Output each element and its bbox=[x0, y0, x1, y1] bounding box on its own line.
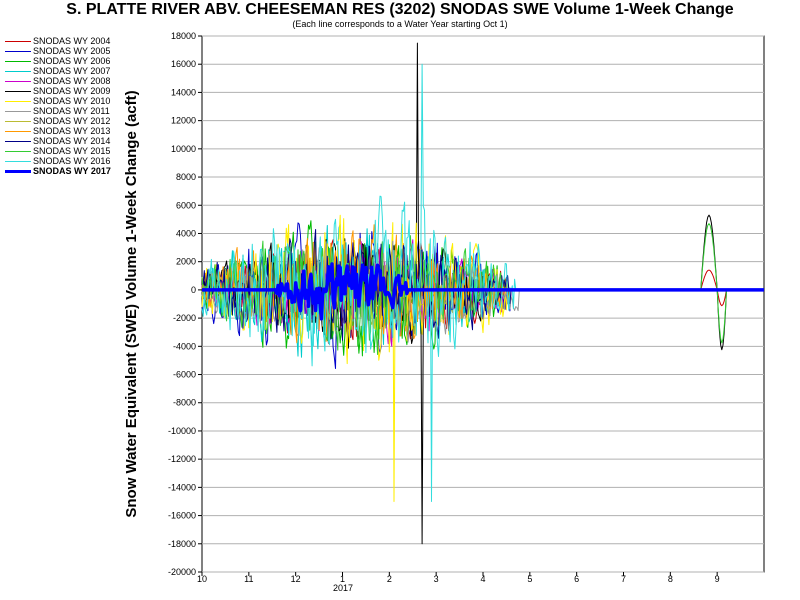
legend-item: SNODAS WY 2017 bbox=[5, 166, 111, 176]
y-tick-label: 18000 bbox=[171, 31, 196, 41]
x-tick-label: 7 bbox=[621, 574, 626, 584]
legend-swatch bbox=[5, 160, 31, 162]
x-tick-label: 11 bbox=[244, 574, 253, 584]
legend-label: SNODAS WY 2009 bbox=[33, 86, 111, 96]
legend-item: SNODAS WY 2006 bbox=[5, 56, 110, 66]
y-tick-label: 16000 bbox=[171, 59, 196, 69]
y-tick-label: -12000 bbox=[168, 454, 196, 464]
legend-swatch bbox=[5, 169, 31, 173]
legend-label: SNODAS WY 2013 bbox=[33, 126, 111, 136]
chart-title: S. PLATTE RIVER ABV. CHEESEMAN RES (3202… bbox=[66, 1, 734, 18]
axes: 18000 16000 14000 12000 10000 8000 6000 4000 200… bbox=[168, 31, 720, 584]
x-tick-label: 6 bbox=[574, 574, 579, 584]
legend-swatch bbox=[5, 40, 31, 42]
x-tick-label: 9 bbox=[715, 574, 720, 584]
legend-label: SNODAS WY 2006 bbox=[33, 56, 111, 66]
x-tick-label: 10 bbox=[197, 574, 207, 584]
legend-item: SNODAS WY 2007 bbox=[5, 66, 110, 76]
y-tick-label: -16000 bbox=[168, 511, 196, 521]
legend-swatch bbox=[5, 110, 31, 112]
series-lines bbox=[201, 42, 765, 545]
legend-item: SNODAS WY 2016 bbox=[5, 156, 110, 166]
y-tick-label: 10000 bbox=[171, 144, 196, 154]
x-tick-label: 4 bbox=[480, 574, 485, 584]
legend-swatch bbox=[5, 60, 31, 62]
y-tick-label: 14000 bbox=[171, 87, 196, 97]
y-tick-label: 0 bbox=[191, 285, 196, 295]
y-tick-label: -8000 bbox=[173, 398, 196, 408]
series-line bbox=[201, 262, 765, 321]
legend-label: SNODAS WY 2011 bbox=[33, 106, 110, 116]
legend-swatch bbox=[5, 50, 31, 52]
legend-item: SNODAS WY 2008 bbox=[5, 76, 110, 86]
legend-label: SNODAS WY 2005 bbox=[33, 46, 111, 56]
legend-item: SNODAS WY 2009 bbox=[5, 86, 110, 96]
x-tick-label: 1 bbox=[340, 574, 345, 584]
legend-label: SNODAS WY 2016 bbox=[33, 156, 111, 166]
y-tick-label: -20000 bbox=[168, 567, 196, 577]
legend-item: SNODAS WY 2010 bbox=[5, 96, 110, 106]
chart-subtitle: (Each line corresponds to a Water Year s… bbox=[292, 19, 508, 29]
y-tick-label: -10000 bbox=[168, 426, 196, 436]
y-tick-label: 8000 bbox=[176, 172, 196, 182]
legend-label: SNODAS WY 2012 bbox=[33, 116, 111, 126]
legend-item: SNODAS WY 2012 bbox=[5, 116, 110, 126]
x-tick-label: 3 bbox=[434, 574, 439, 584]
legend-swatch bbox=[5, 120, 31, 122]
y-tick-label: -14000 bbox=[168, 482, 196, 492]
legend-swatch bbox=[5, 80, 31, 82]
legend-swatch bbox=[5, 90, 31, 92]
legend-item: SNODAS WY 2015 bbox=[5, 146, 110, 156]
y-tick-label: -2000 bbox=[173, 313, 196, 323]
legend-swatch bbox=[5, 100, 31, 102]
y-axis-label: Snow Water Equivalent (SWE) Volume 1-Wee… bbox=[123, 90, 140, 517]
legend-label: SNODAS WY 2015 bbox=[33, 146, 111, 156]
legend-label: SNODAS WY 2017 bbox=[33, 166, 111, 176]
legend-swatch bbox=[5, 150, 31, 152]
legend-swatch bbox=[5, 70, 31, 72]
y-tick-label: 4000 bbox=[176, 228, 196, 238]
y-tick-label: -6000 bbox=[173, 370, 196, 380]
y-tick-label: -4000 bbox=[173, 341, 196, 351]
grid-lines bbox=[202, 35, 764, 573]
legend-label: SNODAS WY 2010 bbox=[33, 96, 111, 106]
legend-swatch bbox=[5, 130, 31, 132]
legend-label: SNODAS WY 2007 bbox=[33, 66, 111, 76]
legend-label: SNODAS WY 2004 bbox=[33, 36, 111, 46]
y-tick-label: 2000 bbox=[176, 257, 196, 267]
legend-item: SNODAS WY 2011 bbox=[5, 106, 110, 116]
legend-item: SNODAS WY 2005 bbox=[5, 46, 110, 56]
x-tick-label: 5 bbox=[527, 574, 532, 584]
legend-item: SNODAS WY 2013 bbox=[5, 126, 110, 136]
y-tick-label: 6000 bbox=[176, 200, 196, 210]
y-tick-label: 12000 bbox=[171, 116, 196, 126]
legend-item: SNODAS WY 2004 bbox=[5, 36, 110, 46]
x-year-label: 2017 bbox=[333, 583, 353, 593]
x-tick-label: 12 bbox=[291, 574, 301, 584]
x-tick-label: 2 bbox=[387, 574, 392, 584]
legend-label: SNODAS WY 2008 bbox=[33, 76, 111, 86]
legend-item: SNODAS WY 2014 bbox=[5, 136, 110, 146]
legend-label: SNODAS WY 2014 bbox=[33, 136, 111, 146]
y-tick-label: -18000 bbox=[168, 539, 196, 549]
legend-swatch bbox=[5, 140, 31, 142]
x-tick-label: 8 bbox=[668, 574, 673, 584]
